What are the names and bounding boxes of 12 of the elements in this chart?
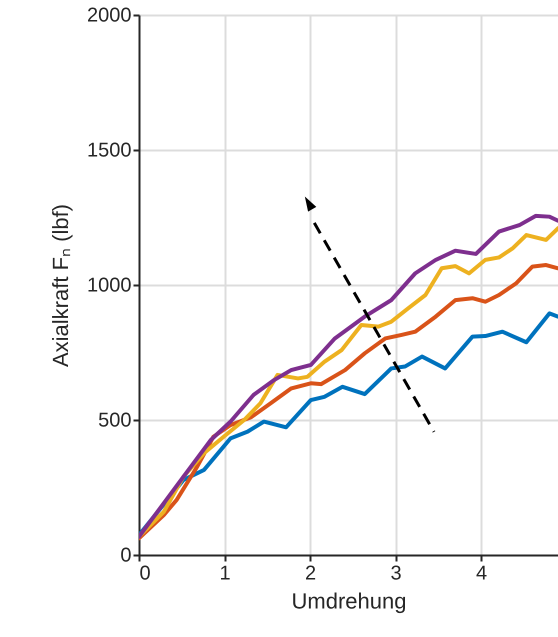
x-tick-label: 2	[304, 562, 316, 584]
y-tick-label: 2000	[87, 4, 132, 26]
y-tick-label: 1000	[87, 274, 132, 296]
x-tick-label: 0	[140, 562, 151, 584]
y-tick-label: 0	[120, 544, 132, 566]
y-axis-title: Axialkraft Fₙ (lbf)	[48, 204, 74, 368]
x-tick-label: 1	[219, 562, 231, 584]
y-tick-label: 1500	[87, 140, 132, 162]
y-tick-label: 500	[98, 410, 132, 432]
x-tick-label: 3	[390, 562, 402, 584]
x-tick-label: 4	[476, 562, 488, 584]
x-axis-title: Umdrehung	[292, 588, 406, 614]
